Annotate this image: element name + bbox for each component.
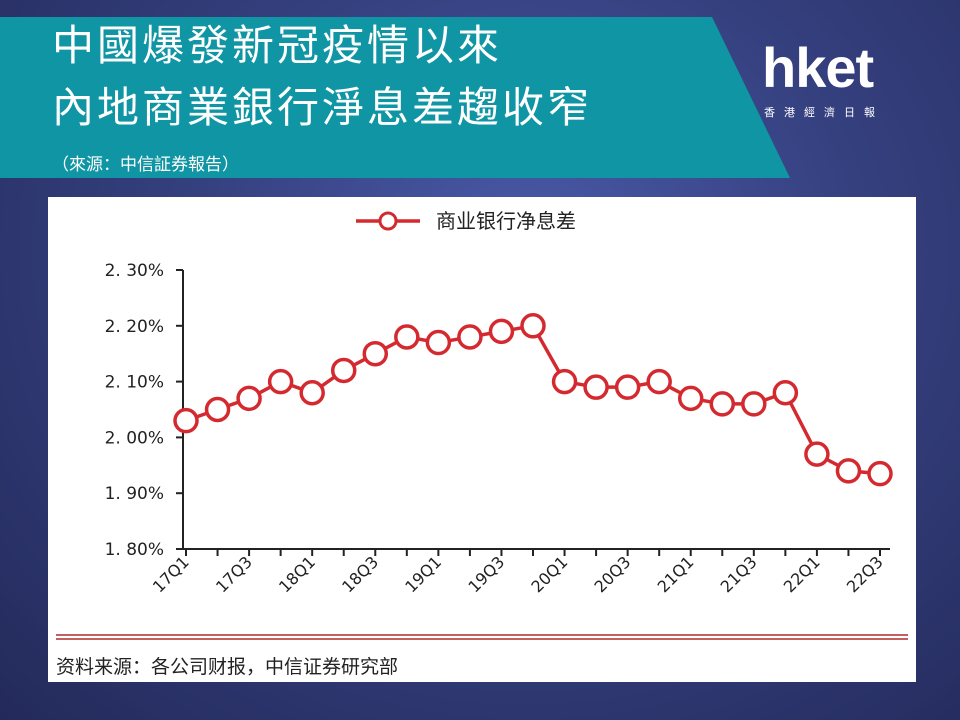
chart-panel: 1. 80% 1. 90% 2. 00% 2. 10% 2. 20% 2. 30% 17Q1… [48,197,916,682]
data-point [804,441,830,467]
line-chart: 1. 80%1. 90%2. 00%2. 10%2. 20%2. 30%17Q1… [56,209,908,640]
data-point [457,324,483,350]
data-point [520,313,546,339]
y-tick-label: 2. 10% [105,373,164,393]
logo-subtitle: 香港經濟日報 [764,106,884,119]
data-point [772,380,799,406]
banner-shape [0,17,790,178]
x-tick-label: 22Q1 [780,552,824,596]
data-point [173,407,199,434]
x-tick-label: 18Q1 [275,552,319,596]
data-point [267,368,294,395]
x-tick-label: 22Q3 [843,552,887,596]
title-line-1: 中國爆發新冠疫情以來 [52,21,503,70]
legend-marker [378,211,398,231]
data-point [204,396,231,423]
x-tick-label: 20Q1 [527,552,571,596]
data-point [425,329,452,356]
data-point [236,385,262,412]
y-tick-label: 2. 30% [105,261,164,281]
x-tick-label: 21Q1 [654,552,698,596]
data-point [835,458,862,484]
x-tick-label: 19Q1 [401,552,445,596]
y-tick-label: 1. 90% [105,484,164,504]
data-point [867,460,893,487]
data-point [677,385,704,412]
title-banner: 中國爆發新冠疫情以來 內地商業銀行淨息差趨收窄 （來源：中信証券報告） [0,0,960,185]
data-point [551,368,578,395]
y-tick-label: 1. 80% [105,540,164,560]
data-point [583,374,609,400]
chart-source-note: 资料来源：各公司财报，中信证券研究部 [56,656,399,678]
data-point [488,318,515,345]
x-tick-label: 19Q3 [464,552,508,596]
x-tick-label: 20Q3 [591,552,635,596]
title-line-2: 內地商業銀行淨息差趨收窄 [52,83,593,132]
data-point [709,391,736,417]
y-tick-label: 2. 20% [105,317,164,337]
logo-wordmark: hket [762,36,874,99]
data-point [614,374,641,400]
data-point [299,380,325,406]
data-point [646,368,672,395]
y-tick-label: 2. 00% [105,428,164,448]
x-tick-label: 17Q3 [212,552,256,596]
legend-label: 商业银行净息差 [436,209,576,233]
data-point [741,391,767,417]
hket-logo: hket 香港經濟日報 [762,38,922,128]
report-source: （來源：中信証券報告） [52,155,239,175]
data-point [330,357,357,384]
data-point [394,324,420,350]
x-tick-label: 21Q3 [717,552,761,596]
data-point [362,340,389,367]
x-tick-label: 18Q3 [338,552,382,596]
